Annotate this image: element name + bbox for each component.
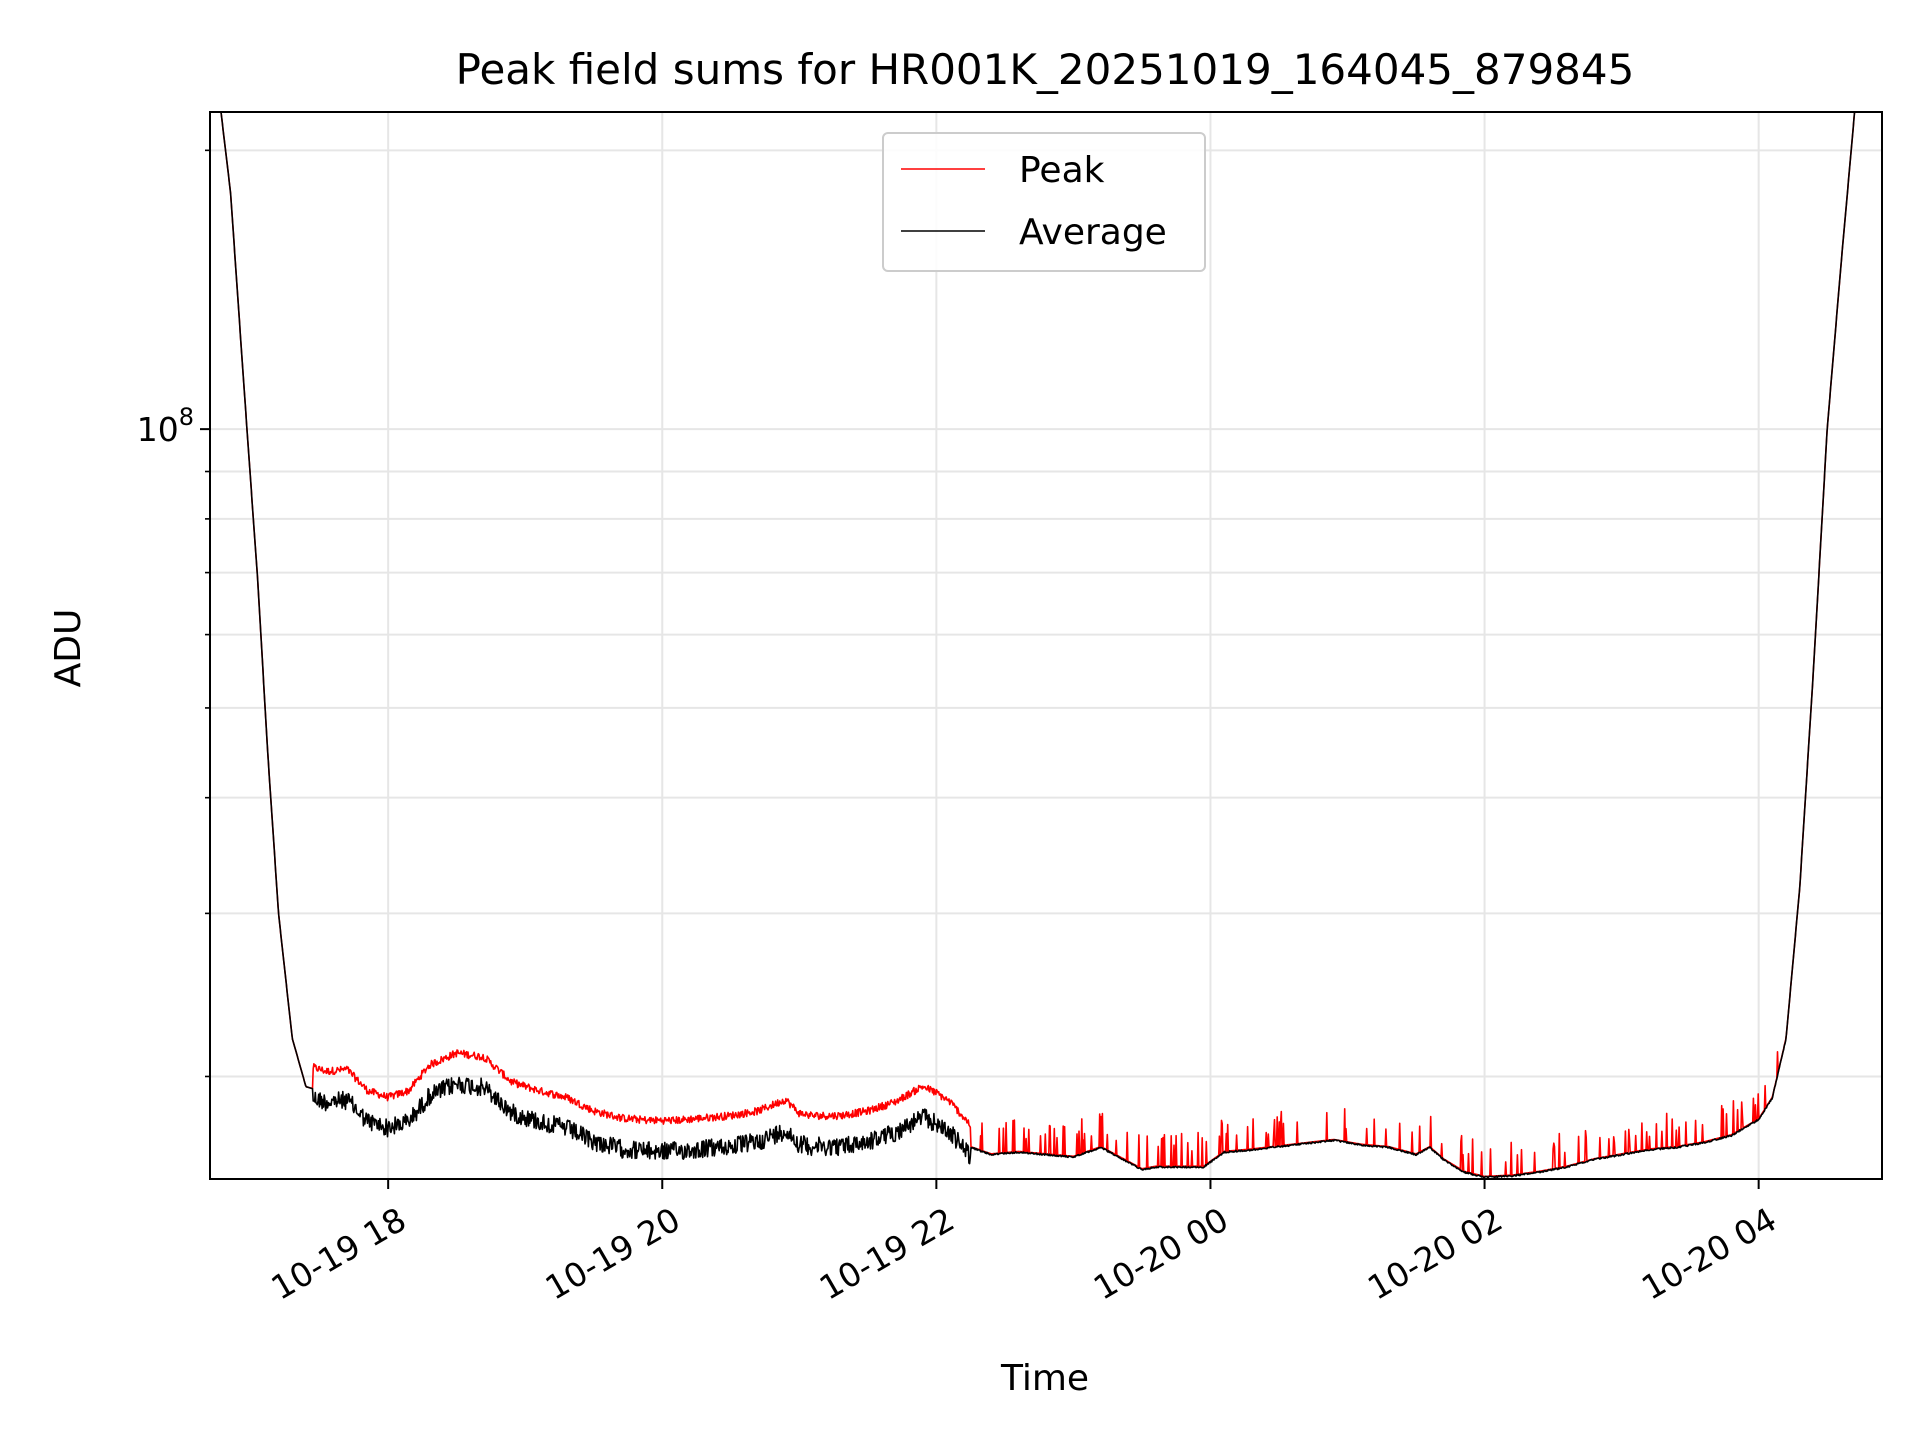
plot-frame bbox=[209, 111, 1883, 1180]
x-axis-label: Time bbox=[1000, 1358, 1089, 1399]
series-peak-line bbox=[220, 112, 1856, 1178]
plot-area bbox=[220, 112, 1856, 1179]
y-axis-label: ADU bbox=[48, 609, 89, 688]
legend-box bbox=[882, 132, 1206, 272]
legend-peak-label: Peak bbox=[1019, 150, 1105, 191]
legend-average-label: Average bbox=[1019, 212, 1167, 253]
series-average-line bbox=[220, 112, 1856, 1179]
chart-title: Peak field sums for HR001K_20251019_1640… bbox=[456, 45, 1635, 94]
legend: Peak Average bbox=[882, 132, 1206, 272]
